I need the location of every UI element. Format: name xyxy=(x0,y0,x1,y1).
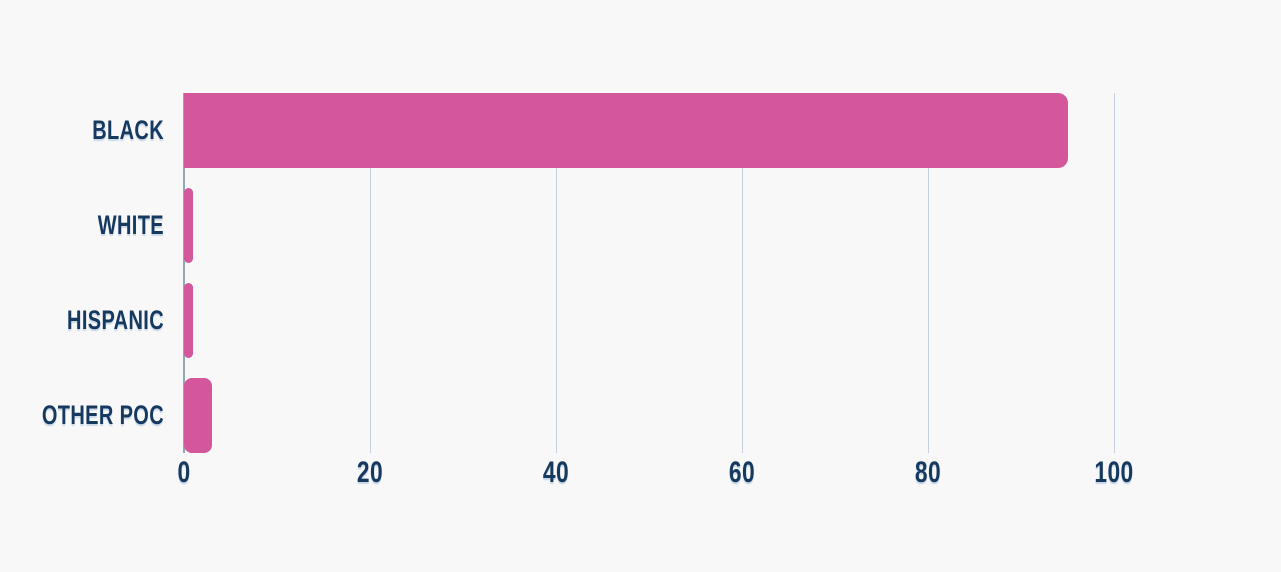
category-label-black: BLACK xyxy=(92,115,164,145)
tick-label-100: 100 xyxy=(1094,456,1134,489)
gridline-40 xyxy=(556,93,557,453)
tick-label-80: 80 xyxy=(914,456,942,489)
gridline-100 xyxy=(1114,93,1115,453)
tick-label-40: 40 xyxy=(542,456,570,489)
bar-white xyxy=(184,188,194,263)
bar-other-poc xyxy=(184,378,212,453)
category-label-hispanic: HISPANIC xyxy=(67,305,164,335)
tick-label-20: 20 xyxy=(356,456,384,489)
category-label-other-poc: OTHER POC xyxy=(41,400,164,430)
tick-label-0: 0 xyxy=(177,456,191,489)
gridline-60 xyxy=(742,93,743,453)
category-label-white: WHITE xyxy=(97,210,164,240)
bar-hispanic xyxy=(184,283,194,358)
zero-axis-line xyxy=(183,93,185,453)
x-axis-tick-labels: 0 20 40 60 80 100 xyxy=(177,456,1194,500)
y-axis-category-labels: BLACK WHITE HISPANIC OTHER POC xyxy=(0,93,164,453)
plot-area xyxy=(183,93,1194,453)
bar-black xyxy=(184,93,1068,168)
gridline-20 xyxy=(370,93,371,453)
gridline-80 xyxy=(928,93,929,453)
tick-label-60: 60 xyxy=(728,456,756,489)
